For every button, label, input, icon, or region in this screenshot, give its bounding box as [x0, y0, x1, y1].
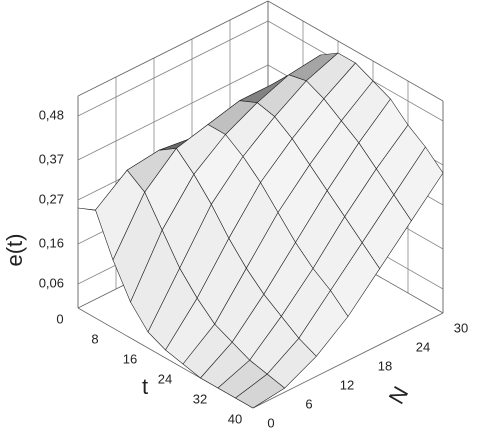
x-tick-label: 40 — [228, 411, 242, 426]
z-tick-label: 0,48 — [39, 107, 64, 122]
y-tick-label: 24 — [416, 339, 430, 354]
surface-patch — [235, 373, 285, 409]
y-tick-label: 12 — [340, 377, 354, 392]
x-tick-label: 24 — [158, 371, 172, 386]
z-tick-label: 0,27 — [39, 191, 64, 206]
z-tick-label: 0,06 — [39, 275, 64, 290]
z-axis-title: e(t) — [2, 234, 27, 267]
box-edge — [252, 312, 444, 409]
y-axis-title: N — [384, 382, 414, 408]
x-tick-label: 32 — [193, 391, 207, 406]
x-tick-label: 0 — [56, 311, 63, 326]
y-tick-label: 18 — [378, 358, 392, 373]
x-tick-label: 16 — [123, 351, 137, 366]
y-tick-label: 0 — [267, 415, 274, 430]
y-tick-label: 6 — [305, 396, 312, 411]
z-tick-label: 0,37 — [39, 151, 64, 166]
box-edge — [267, 0, 444, 102]
grid-line — [77, 20, 269, 117]
x-axis-title: t — [142, 374, 148, 399]
x-tick-label: 8 — [91, 331, 98, 346]
z-tick-label: 0,16 — [39, 235, 64, 250]
box-edge — [77, 0, 269, 97]
y-tick-label: 30 — [454, 320, 468, 335]
grid-line — [77, 64, 269, 161]
